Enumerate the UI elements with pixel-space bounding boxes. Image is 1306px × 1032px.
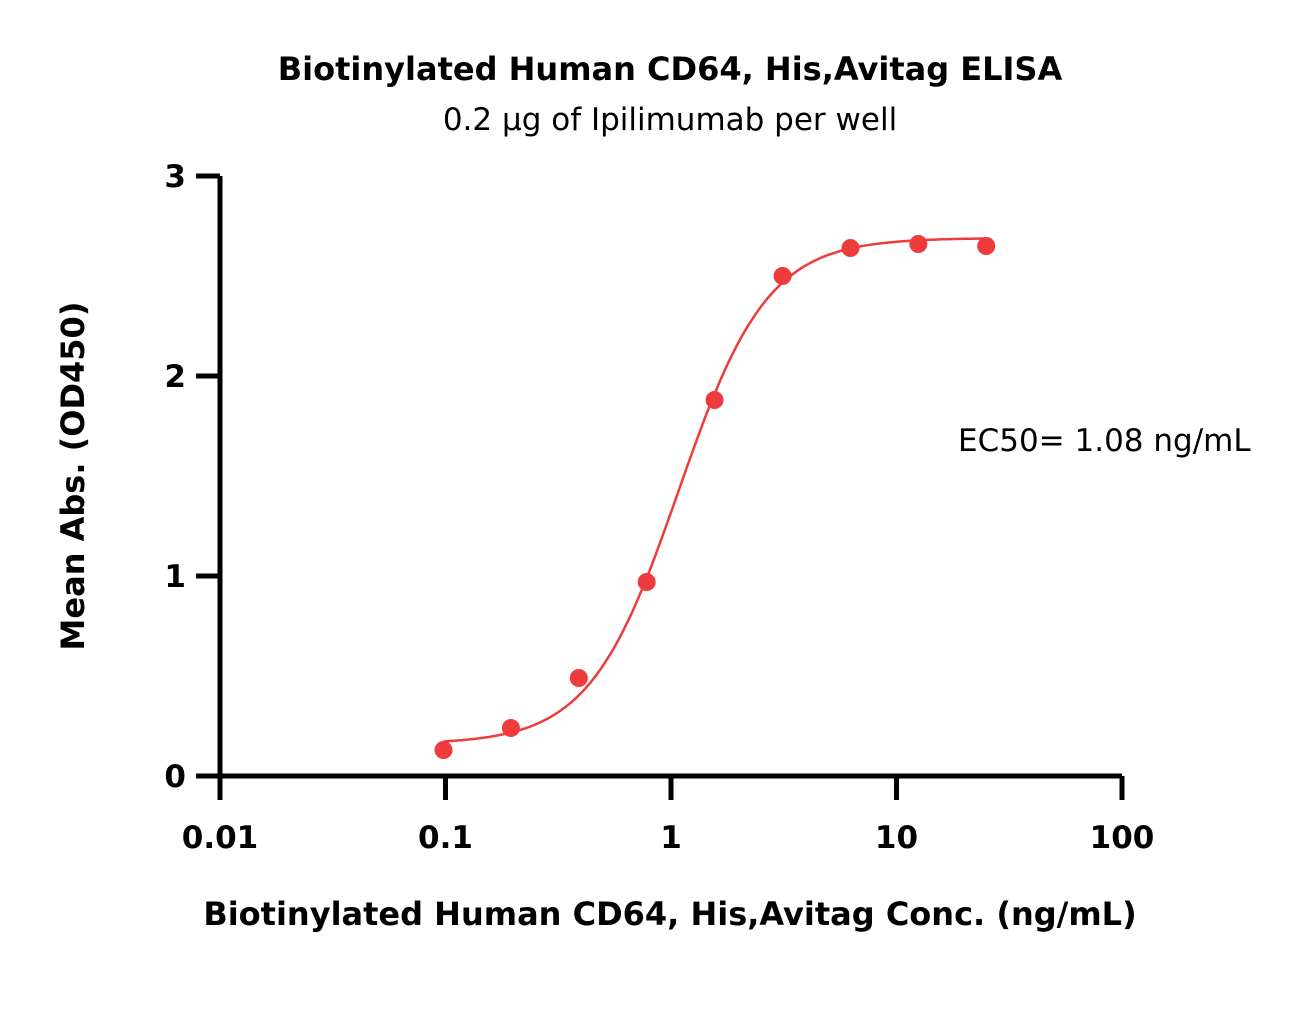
y-tick-label: 0: [164, 759, 186, 795]
ec50-annotation: EC50= 1.08 ng/mL: [958, 423, 1251, 459]
axes: [217, 176, 1122, 779]
data-point: [705, 391, 724, 409]
x-ticks: 0.01 0.1 1 10 100: [182, 776, 1155, 856]
y-tick-label: 3: [164, 159, 186, 195]
x-tick-label: 1: [660, 820, 682, 856]
data-point: [841, 239, 860, 257]
chart-title: Biotinylated Human CD64, His,Avitag ELIS…: [278, 50, 1063, 88]
x-tick-label: 0.1: [418, 820, 473, 856]
x-axis-label: Biotinylated Human CD64, His,Avitag Conc…: [203, 895, 1136, 933]
data-point: [637, 573, 656, 591]
x-tick-label: 0.01: [182, 820, 259, 856]
fit-curve: [443, 237, 987, 743]
y-tick-label: 2: [164, 359, 186, 395]
y-tick-label: 1: [164, 559, 186, 595]
plot-area: [434, 235, 996, 759]
data-point: [977, 237, 996, 255]
data-point: [773, 267, 792, 285]
data-point: [909, 235, 928, 253]
y-axis-label: Mean Abs. (OD450): [54, 302, 92, 651]
x-tick-label: 100: [1090, 820, 1155, 856]
data-point: [501, 719, 520, 737]
x-tick-label: 10: [875, 820, 918, 856]
data-point: [569, 669, 588, 687]
chart-subtitle: 0.2 µg of Ipilimumab per well: [443, 102, 897, 138]
data-point: [434, 741, 453, 759]
y-ticks: 0 1 2 3: [164, 159, 220, 795]
